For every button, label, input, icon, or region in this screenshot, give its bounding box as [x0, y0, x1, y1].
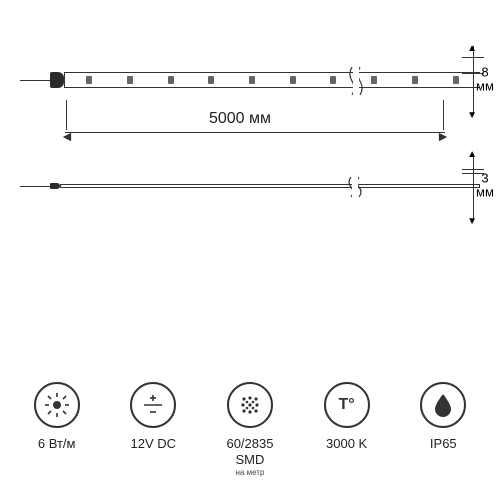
length-label: 5000 мм [20, 110, 460, 128]
led [412, 76, 418, 84]
spec-colortemp-label: 3000 K [326, 436, 367, 452]
wire [20, 80, 50, 81]
endcap [50, 183, 60, 189]
spec-icons-row: 6 Вт/м 12V DC 60/2835SMD на метр [0, 382, 500, 478]
led [330, 76, 336, 84]
led [371, 76, 377, 84]
spec-density: 60/2835SMD на метр [210, 382, 290, 478]
drop-icon [420, 382, 466, 428]
dim-bot-unit: мм [476, 185, 494, 200]
dimension-top-width: ▲ ▼ 8 мм [458, 46, 484, 114]
strip-body-bottom [60, 184, 480, 188]
led-strip-diagram: ▲ ▼ 8 мм 5000 мм ◄ ► [20, 60, 480, 210]
temp-icon: T° [324, 382, 370, 428]
spec-voltage-label: 12V DC [131, 436, 177, 452]
spec-density-label: 60/2835SMD на метр [226, 436, 273, 478]
dimension-bottom-width: ▲ ▼ 3 мм [458, 152, 484, 220]
spec-ip-label: IP65 [430, 436, 457, 452]
spec-ip: IP65 [403, 382, 483, 478]
density-icon [227, 382, 273, 428]
led [249, 76, 255, 84]
dimension-length: 5000 мм ◄ ► [20, 112, 480, 152]
spec-power: 6 Вт/м [17, 382, 97, 478]
strip-body-top [64, 72, 480, 88]
brightness-icon [34, 382, 80, 428]
strip-bottom: ▲ ▼ 3 мм [20, 166, 480, 206]
spec-colortemp: T° 3000 K [307, 382, 387, 478]
spec-power-label: 6 Вт/м [38, 436, 76, 452]
led [127, 76, 133, 84]
strip-top: ▲ ▼ 8 мм [20, 60, 480, 100]
wire [20, 186, 50, 187]
break-mark [346, 67, 370, 95]
dim-bot-value: 3 [481, 171, 488, 186]
led [290, 76, 296, 84]
dim-top-value: 8 [481, 65, 488, 80]
voltage-icon [130, 382, 176, 428]
led [208, 76, 214, 84]
spec-density-sub: на метр [226, 468, 273, 478]
spec-density-main: 60/2835SMD [226, 436, 273, 467]
led [86, 76, 92, 84]
endcap [50, 72, 64, 88]
spec-voltage: 12V DC [113, 382, 193, 478]
led [168, 76, 174, 84]
break-mark [345, 177, 369, 197]
dim-top-unit: мм [476, 79, 494, 94]
